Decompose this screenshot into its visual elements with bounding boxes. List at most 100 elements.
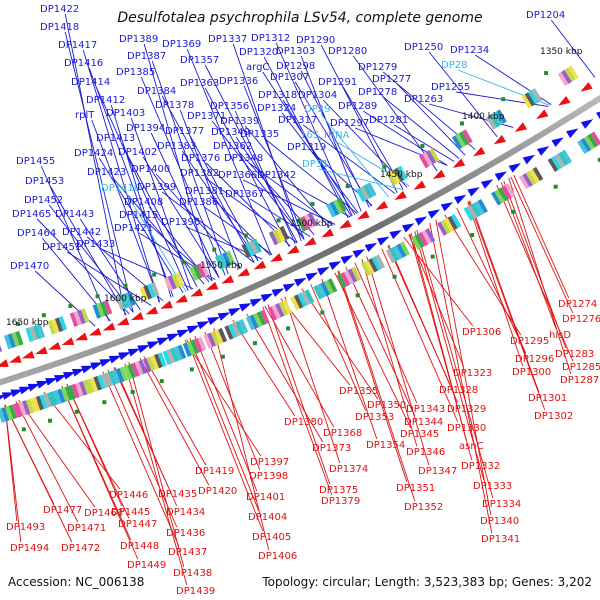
marker	[345, 184, 350, 189]
annotation-block	[104, 366, 129, 387]
bottom-gene-label: DP1445	[111, 507, 150, 518]
annotation-block	[14, 397, 38, 418]
top-gene-label: DP1324	[257, 103, 296, 114]
top-gene-label: DP1234	[450, 45, 489, 56]
label-connector	[284, 296, 341, 464]
top-gene-label: DP1452	[24, 195, 63, 206]
forward-gene-arrow	[166, 333, 180, 342]
top-gene-label: DP1451	[42, 242, 81, 253]
marker	[544, 71, 549, 76]
marker	[470, 233, 475, 238]
label-connector	[334, 272, 412, 429]
marker	[511, 209, 516, 214]
label-connector	[124, 363, 188, 586]
reverse-gene-arrow	[514, 122, 528, 132]
annotation-block	[115, 291, 136, 311]
label-connector	[294, 81, 372, 207]
bottom-gene-label: DP1448	[120, 541, 159, 552]
bottom-gene-label: DP1375	[319, 485, 358, 496]
label-connector	[66, 383, 130, 519]
annotation-block	[411, 228, 436, 250]
top-gene-label: DP1442	[62, 227, 101, 238]
reverse-gene-arrow	[253, 260, 267, 270]
bottom-gene-label: DP1295	[510, 336, 549, 347]
tick-label: 1500 kbp	[290, 219, 333, 229]
label-connector	[264, 305, 335, 428]
top-gene-label: DP1421	[114, 223, 153, 234]
forward-gene-arrow	[467, 187, 480, 197]
top-gene-label: DP1403	[106, 108, 145, 119]
label-connector	[513, 174, 570, 299]
marker	[189, 367, 194, 372]
reverse-gene-arrow	[88, 327, 102, 336]
reverse-gene-arrow	[339, 219, 352, 229]
label-connector	[361, 258, 418, 447]
label-connector	[267, 304, 331, 485]
forward-gene-arrow	[427, 209, 441, 219]
annotation-block	[49, 386, 74, 406]
label-connector	[204, 87, 290, 247]
bottom-gene-label: DP1283	[555, 349, 594, 360]
top-gene-label: DP1371	[187, 111, 226, 122]
reverse-gene-arrow	[303, 237, 317, 246]
bottom-gene-label: DP1374	[329, 464, 368, 475]
forward-gene-arrow	[196, 321, 210, 330]
reverse-gene-arrow	[205, 281, 219, 291]
top-gene-label: DP1369	[162, 39, 201, 50]
annotation-block	[557, 65, 579, 86]
label-connector	[36, 218, 130, 315]
label-connector	[301, 288, 379, 400]
label-connector	[302, 124, 396, 195]
marker	[420, 143, 425, 148]
top-gene-label: DP1412	[86, 95, 125, 106]
annotation-block	[547, 149, 573, 172]
top-gene-label: DP1424	[74, 148, 113, 159]
marker	[243, 233, 248, 238]
bottom-gene-label: DP1373	[312, 443, 351, 454]
bottom-gene-label: DP1379	[321, 496, 360, 507]
bottom-gene-label: DP1350	[367, 400, 406, 411]
top-gene-label: DP31	[302, 159, 328, 170]
top-gene-label: DP1339	[220, 116, 259, 127]
marker	[553, 184, 558, 189]
forward-gene-arrow	[62, 371, 76, 380]
annotation-block	[437, 213, 462, 236]
bottom-gene-label: DP1368	[323, 428, 362, 439]
label-connector	[48, 204, 134, 313]
forward-gene-arrow	[71, 368, 85, 377]
annotation-block	[451, 129, 473, 150]
forward-gene-arrow	[27, 383, 41, 392]
top-gene-label: argC	[246, 62, 269, 73]
label-connector	[66, 251, 152, 306]
bottom-gene-label: DP1302	[534, 411, 573, 422]
forward-gene-arrow	[10, 389, 24, 398]
forward-gene-arrow	[137, 344, 150, 353]
top-gene-label: DP1418	[40, 22, 79, 33]
bottom-gene-label: DP1346	[406, 447, 445, 458]
top-gene-label: DP1318	[258, 90, 297, 101]
top-gene-label: DP1417	[58, 40, 97, 51]
reverse-gene-arrow	[221, 275, 234, 284]
marker	[355, 293, 360, 298]
reverse-gene-arrow	[321, 228, 334, 238]
annotation-block	[142, 352, 167, 373]
forward-gene-arrow	[249, 298, 263, 307]
label-connector	[139, 357, 210, 486]
annotation-block	[325, 197, 347, 218]
bottom-gene-label: DP1332	[461, 461, 500, 472]
annotation-block	[418, 148, 440, 169]
label-connector	[496, 184, 574, 362]
label-connector	[82, 49, 160, 303]
reverse-gene-arrow	[48, 341, 61, 350]
annotation-block	[3, 330, 24, 350]
top-gene-label: DP1312	[251, 33, 290, 44]
forward-gene-arrow	[536, 146, 550, 156]
label-connector	[110, 104, 172, 298]
top-gene-label: DP1291	[318, 77, 357, 88]
top-gene-label: DP1414	[71, 77, 110, 88]
forward-gene-arrow	[317, 266, 330, 276]
reverse-gene-arrow	[580, 82, 593, 92]
bottom-gene-label: DP1353	[355, 412, 394, 423]
bottom-gene-label: DP1340	[480, 516, 519, 527]
label-connector	[500, 182, 557, 330]
